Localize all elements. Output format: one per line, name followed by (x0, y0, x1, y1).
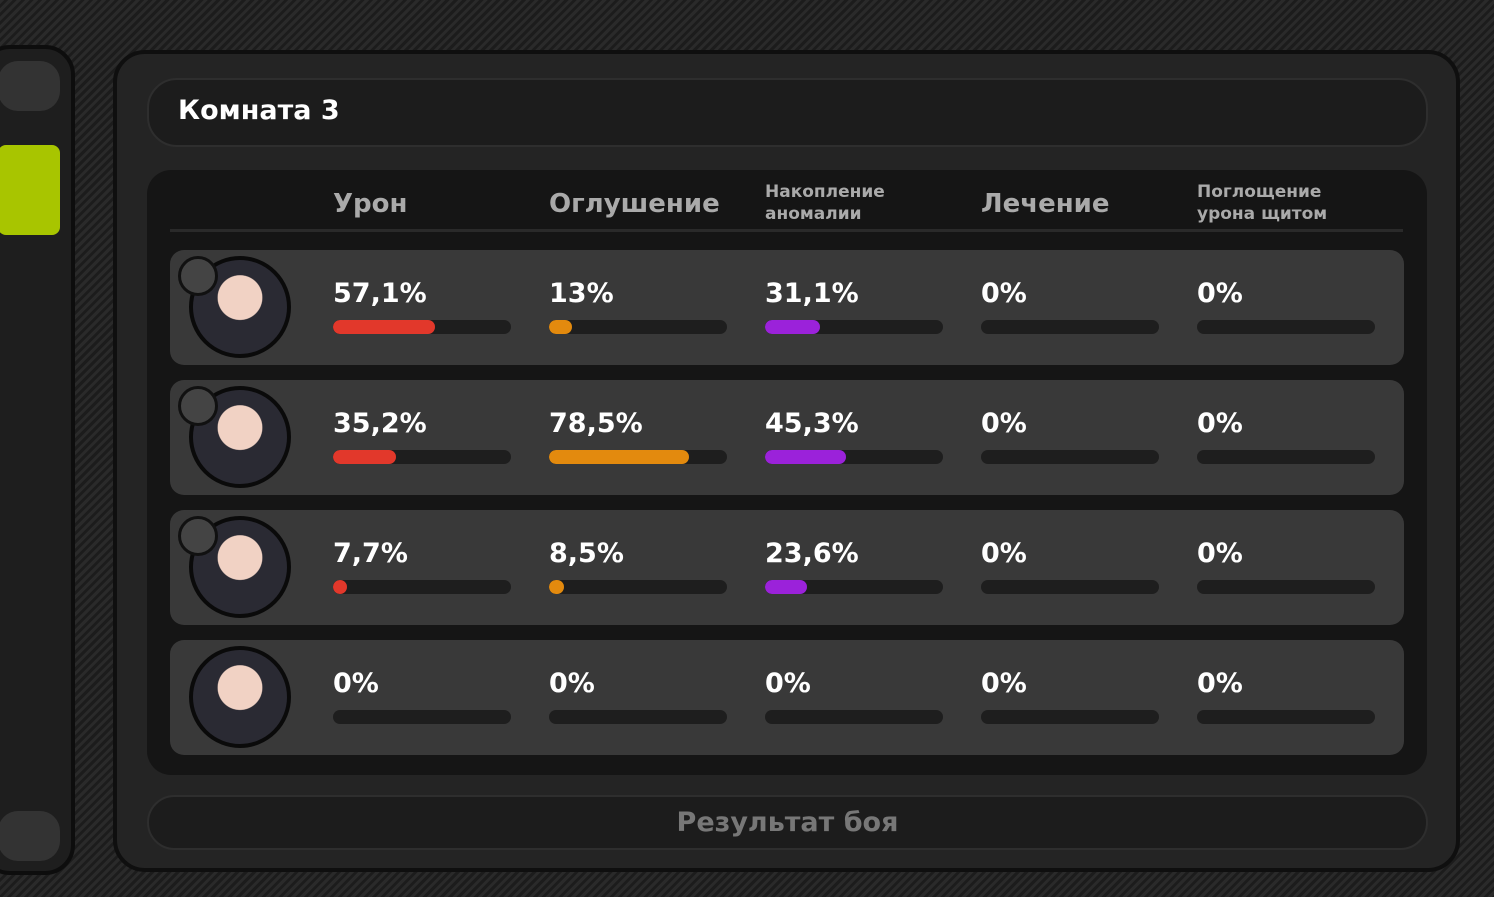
column-header: Лечение (981, 189, 1110, 219)
row (170, 640, 1404, 755)
stat-value: 0% (981, 408, 1027, 439)
stat-bar (549, 450, 689, 464)
bar-track (1197, 580, 1375, 594)
stat-value: 45,3% (765, 408, 859, 439)
stat-value: 0% (1197, 408, 1243, 439)
stat-value: 0% (981, 668, 1027, 699)
stat-bar (333, 320, 435, 334)
bar-track (333, 580, 511, 594)
bar-track (333, 450, 511, 464)
element-icon (178, 256, 218, 296)
column-header: Накопление аномалии (765, 182, 885, 224)
stat-value: 7,7% (333, 538, 408, 569)
stat-bar (765, 580, 807, 594)
stat-value: 0% (981, 538, 1027, 569)
row (170, 250, 1404, 365)
stat-value: 0% (981, 278, 1027, 309)
avatar (189, 386, 291, 488)
avatar (189, 646, 291, 748)
stat-value: 0% (1197, 278, 1243, 309)
stat-bar (333, 580, 347, 594)
stat-bar (549, 580, 565, 594)
stat-value: 0% (765, 668, 811, 699)
element-icon (178, 386, 218, 426)
stat-value: 0% (1197, 668, 1243, 699)
stat-bar (765, 450, 846, 464)
column-header: Урон (333, 189, 408, 219)
bar-track (765, 580, 943, 594)
bar-track (981, 710, 1159, 724)
stat-value: 8,5% (549, 538, 624, 569)
side-tab[interactable] (0, 811, 60, 861)
bar-track (765, 450, 943, 464)
bar-track (549, 450, 727, 464)
side-tab-active[interactable] (0, 145, 60, 235)
bar-track (765, 710, 943, 724)
stat-value: 0% (549, 668, 595, 699)
stat-bar (765, 320, 821, 334)
row (170, 380, 1404, 495)
side-tab[interactable] (0, 61, 60, 111)
bar-track (549, 710, 727, 724)
element-icon (178, 516, 218, 556)
side-panel (0, 45, 75, 875)
bar-track (549, 580, 727, 594)
divider (170, 229, 1403, 232)
stat-value: 35,2% (333, 408, 427, 439)
bar-track (1197, 320, 1375, 334)
result-button[interactable]: Результат боя (147, 795, 1428, 850)
bar-track (981, 450, 1159, 464)
stat-value: 13% (549, 278, 614, 309)
bar-track (1197, 450, 1375, 464)
bar-track (333, 320, 511, 334)
stat-value: 57,1% (333, 278, 427, 309)
bar-track (981, 580, 1159, 594)
bar-track (981, 320, 1159, 334)
header-bar (147, 78, 1428, 147)
bar-track (1197, 710, 1375, 724)
column-header: Поглощение урона щитом (1197, 182, 1328, 224)
stat-value: 78,5% (549, 408, 643, 439)
stat-value: 31,1% (765, 278, 859, 309)
bar-track (333, 710, 511, 724)
title: Комната 3 (178, 95, 340, 126)
stat-value: 23,6% (765, 538, 859, 569)
bar-track (765, 320, 943, 334)
stat-value: 0% (1197, 538, 1243, 569)
stat-bar (333, 450, 396, 464)
stat-value: 0% (333, 668, 379, 699)
stat-bar (549, 320, 573, 334)
row (170, 510, 1404, 625)
column-header: Оглушение (549, 189, 720, 219)
bar-track (549, 320, 727, 334)
